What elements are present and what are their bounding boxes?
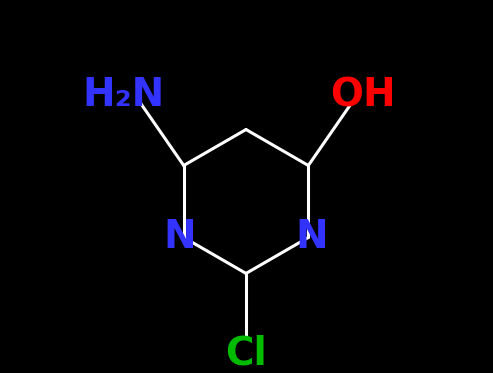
Text: N: N <box>296 219 328 257</box>
Text: N: N <box>164 219 196 257</box>
Text: Cl: Cl <box>225 334 267 372</box>
Text: H₂N: H₂N <box>82 76 164 115</box>
Text: OH: OH <box>330 76 396 115</box>
